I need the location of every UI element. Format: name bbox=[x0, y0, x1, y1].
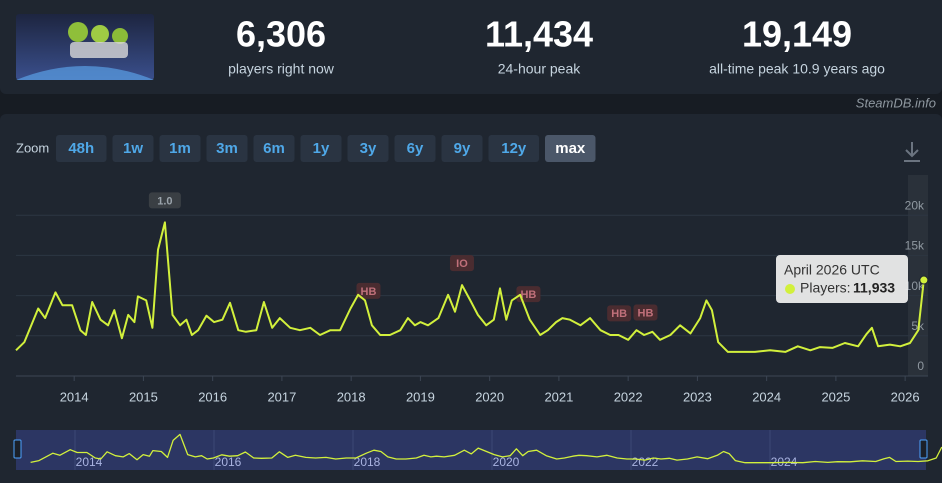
download-glyph bbox=[904, 142, 920, 162]
zoom-button-bg bbox=[300, 135, 342, 162]
x-tick-label: 2026 bbox=[891, 389, 920, 404]
zoom-button-label: 48h bbox=[68, 140, 94, 157]
annotation-label: 1.0 bbox=[157, 195, 172, 207]
download-icon[interactable] bbox=[904, 142, 920, 162]
stat-label: all-time peak 10.9 years ago bbox=[709, 61, 885, 77]
x-tick-label: 2018 bbox=[337, 389, 366, 404]
x-tick-label: 2019 bbox=[406, 389, 435, 404]
stat-label: players right now bbox=[228, 61, 335, 77]
zoom-button-label: 3m bbox=[216, 140, 238, 157]
navigator-tick-label: 2022 bbox=[632, 455, 659, 469]
navigator-tick-label: 2016 bbox=[215, 455, 242, 469]
zoom-button-bg bbox=[56, 135, 107, 162]
x-tick-label: 2015 bbox=[129, 389, 158, 404]
y-tick-label: 20k bbox=[905, 198, 925, 212]
tooltip-dot bbox=[785, 284, 795, 294]
zoom-button[interactable]: 3m bbox=[206, 135, 248, 162]
x-tick-label: 2021 bbox=[544, 389, 573, 404]
x-tick-label: 2025 bbox=[821, 389, 850, 404]
x-tick-label: 2017 bbox=[267, 389, 296, 404]
hover-point bbox=[919, 275, 929, 285]
zoom-button[interactable]: 1y bbox=[300, 135, 342, 162]
annotation-label: HB bbox=[520, 289, 536, 301]
navigator-tick-label: 2014 bbox=[76, 455, 103, 469]
zoom-button-label: 6m bbox=[263, 140, 285, 157]
zoom-button[interactable]: 1w bbox=[112, 135, 154, 162]
x-tick-label: 2024 bbox=[752, 389, 781, 404]
kerbal bbox=[68, 22, 88, 42]
annotation-flag bbox=[607, 305, 632, 322]
chart-panel bbox=[0, 114, 942, 483]
zoom-button[interactable]: max bbox=[545, 135, 596, 162]
x-tick-label: 2022 bbox=[614, 389, 643, 404]
zoom-button-bg bbox=[394, 135, 436, 162]
stat-value: 11,434 bbox=[485, 14, 593, 55]
suits bbox=[70, 42, 128, 58]
zoom-button-bg bbox=[488, 135, 539, 162]
y-tick-label: 15k bbox=[905, 239, 925, 253]
series-line bbox=[15, 221, 925, 353]
game-image bbox=[16, 14, 154, 80]
annotation-label: HB bbox=[611, 308, 627, 320]
annotation-flag bbox=[633, 304, 658, 321]
tooltip-value: 11,933 bbox=[853, 280, 895, 296]
zoom-button[interactable]: 6m bbox=[253, 135, 295, 162]
zoom-button-label: 1m bbox=[169, 140, 191, 157]
annotation-flag bbox=[148, 192, 181, 209]
navigator-tick-label: 2018 bbox=[354, 455, 381, 469]
zoom-button-label: 3y bbox=[360, 140, 377, 157]
annotation-label: HB bbox=[361, 286, 377, 298]
planet bbox=[16, 66, 154, 80]
zoom-label: Zoom bbox=[16, 140, 49, 155]
y-tick-label: 0 bbox=[917, 359, 924, 373]
x-tick-label: 2023 bbox=[683, 389, 712, 404]
navigator-handle[interactable] bbox=[13, 439, 22, 459]
zoom-button-bg bbox=[347, 135, 389, 162]
navigator-tick-label: 2020 bbox=[493, 455, 520, 469]
annotation-label: IO bbox=[456, 258, 468, 270]
navigator-handle[interactable] bbox=[919, 439, 928, 459]
zoom-button[interactable]: 9y bbox=[441, 135, 483, 162]
zoom-button[interactable]: 3y bbox=[347, 135, 389, 162]
zoom-button-label: max bbox=[555, 140, 586, 157]
stat-value: 6,306 bbox=[236, 14, 326, 55]
kerbal bbox=[112, 28, 128, 44]
hover-band bbox=[908, 175, 928, 376]
zoom-button-bg bbox=[159, 135, 201, 162]
zoom-button-bg bbox=[206, 135, 248, 162]
annotation-label: HB bbox=[638, 307, 654, 319]
zoom-button-label: 9y bbox=[454, 140, 471, 157]
zoom-button-bg bbox=[545, 135, 596, 162]
zoom-button-bg bbox=[441, 135, 483, 162]
kerbal bbox=[91, 25, 109, 43]
x-tick-label: 2014 bbox=[60, 389, 89, 404]
stat-label: 24-hour peak bbox=[498, 61, 582, 77]
stat-value: 19,149 bbox=[742, 14, 852, 55]
x-tick-label: 2016 bbox=[198, 389, 227, 404]
tooltip-title: April 2026 UTC bbox=[784, 262, 880, 278]
zoom-button-label: 1y bbox=[313, 140, 330, 157]
zoom-button[interactable]: 12y bbox=[488, 135, 540, 162]
zoom-button[interactable]: 48h bbox=[56, 135, 107, 162]
source[interactable]: SteamDB.info bbox=[856, 95, 936, 110]
annotation-flag bbox=[356, 282, 381, 299]
tooltip-label: Players: bbox=[800, 280, 851, 296]
tooltip-bg bbox=[776, 255, 908, 303]
zoom-button[interactable]: 1m bbox=[159, 135, 201, 162]
x-tick-label: 2020 bbox=[475, 389, 504, 404]
navigator bbox=[16, 430, 926, 470]
annotation-flag bbox=[449, 255, 474, 272]
zoom-button[interactable]: 6y bbox=[394, 135, 436, 162]
zoom-button-bg bbox=[253, 135, 295, 162]
zoom-button-label: 12y bbox=[501, 140, 527, 157]
stats-panel bbox=[0, 0, 942, 94]
zoom-button-bg bbox=[112, 135, 154, 162]
zoom-button-label: 1w bbox=[123, 140, 143, 157]
navigator-line bbox=[30, 433, 942, 464]
y-tick-label: 10k bbox=[905, 279, 925, 293]
zoom-button-label: 6y bbox=[407, 140, 424, 157]
